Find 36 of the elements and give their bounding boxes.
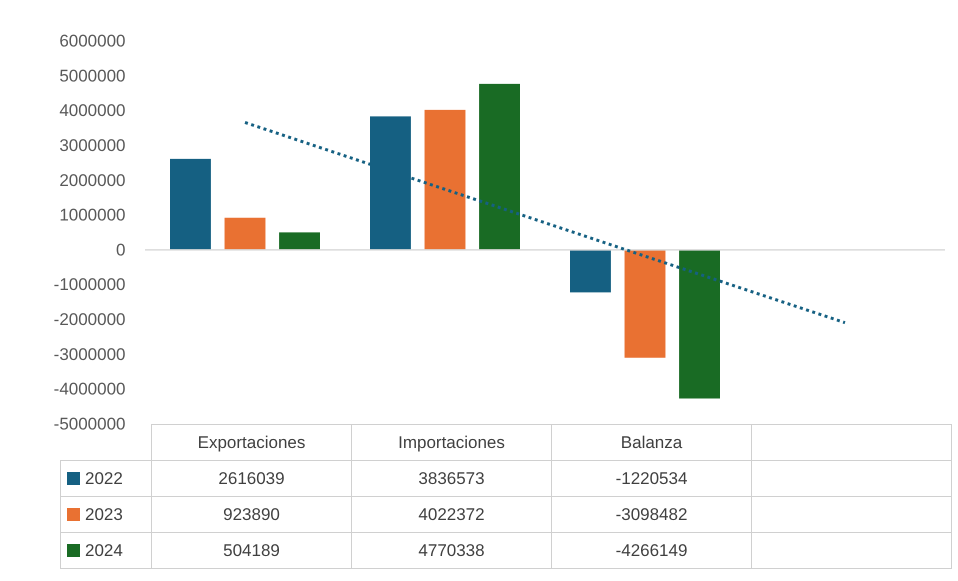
y-tick-label: 0 xyxy=(116,240,126,260)
bar xyxy=(624,250,666,358)
y-tick-label: 5000000 xyxy=(59,66,126,86)
x-tick-label: Importaciones xyxy=(352,424,552,460)
line-series xyxy=(244,120,846,324)
legend-label: 2022 xyxy=(60,460,152,496)
data-label: 923890 xyxy=(152,496,352,532)
legend-label: 2024 xyxy=(60,532,152,568)
y-tick-label: -2000000 xyxy=(54,310,126,330)
y-tick-label: -3000000 xyxy=(54,344,126,364)
data-label: 3836573 xyxy=(352,460,552,496)
y-tick-label: -4000000 xyxy=(54,380,126,399)
bar xyxy=(679,250,720,398)
bar xyxy=(170,158,211,250)
bar xyxy=(424,110,466,250)
bar xyxy=(279,232,320,250)
legend-label: 2023 xyxy=(60,496,152,532)
y-tick-label: 4000000 xyxy=(59,101,126,120)
data-label: -1220534 xyxy=(552,460,752,496)
x-tick-label: Exportaciones xyxy=(152,424,352,460)
y-tick-label: -5000000 xyxy=(54,414,126,434)
data-label: -4266149 xyxy=(552,532,752,568)
bar xyxy=(570,250,611,292)
bar xyxy=(479,84,520,250)
y-tick-label: 1000000 xyxy=(59,206,126,225)
data-label: 4770338 xyxy=(352,532,552,568)
y-tick-label: 6000000 xyxy=(59,32,126,50)
y-tick-label: 3000000 xyxy=(59,136,126,155)
data-label: -3098482 xyxy=(552,496,752,532)
data-label: 4022372 xyxy=(352,496,552,532)
y-tick-label: -1000000 xyxy=(54,275,126,294)
data-label: 2616039 xyxy=(152,460,352,496)
data-label: 504189 xyxy=(152,532,352,568)
x-tick-label: Balanza xyxy=(552,424,752,460)
bar xyxy=(224,218,266,250)
y-tick-label: 2000000 xyxy=(59,170,126,190)
